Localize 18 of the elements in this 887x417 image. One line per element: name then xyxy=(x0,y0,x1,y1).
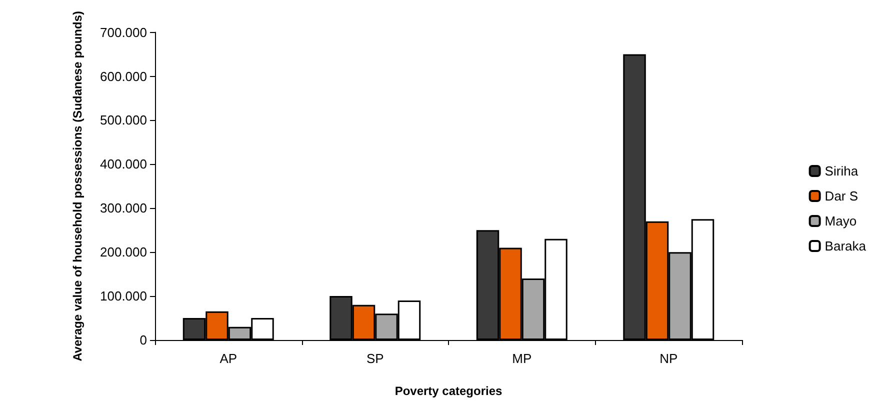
y-tick-label: 100.000 xyxy=(100,288,147,304)
legend-label: Siriha xyxy=(824,164,859,178)
y-tick-label: 0 xyxy=(140,332,147,348)
y-tick-label: 300.000 xyxy=(100,200,147,216)
y-tick-label: 700.000 xyxy=(100,24,147,40)
legend-label: Mayo xyxy=(824,214,857,228)
legend-label: Dar S xyxy=(824,188,858,204)
y-axis-title: Average value of household possessions (Sudanese pounds) xyxy=(70,10,84,362)
x-tick-label: MP xyxy=(512,351,532,366)
x-axis-title: Poverty categories xyxy=(394,384,503,398)
x-tick-label: NP xyxy=(660,351,678,366)
x-tick-label: SP xyxy=(366,351,384,366)
y-tick-label: 600.000 xyxy=(100,68,147,84)
x-tick-label: AP xyxy=(220,351,238,366)
y-tick-label: 200.000 xyxy=(100,244,147,260)
legend-label: Baraka xyxy=(824,238,867,254)
y-tick-label: 500.000 xyxy=(100,112,147,128)
y-tick-label: 400.000 xyxy=(100,156,147,172)
